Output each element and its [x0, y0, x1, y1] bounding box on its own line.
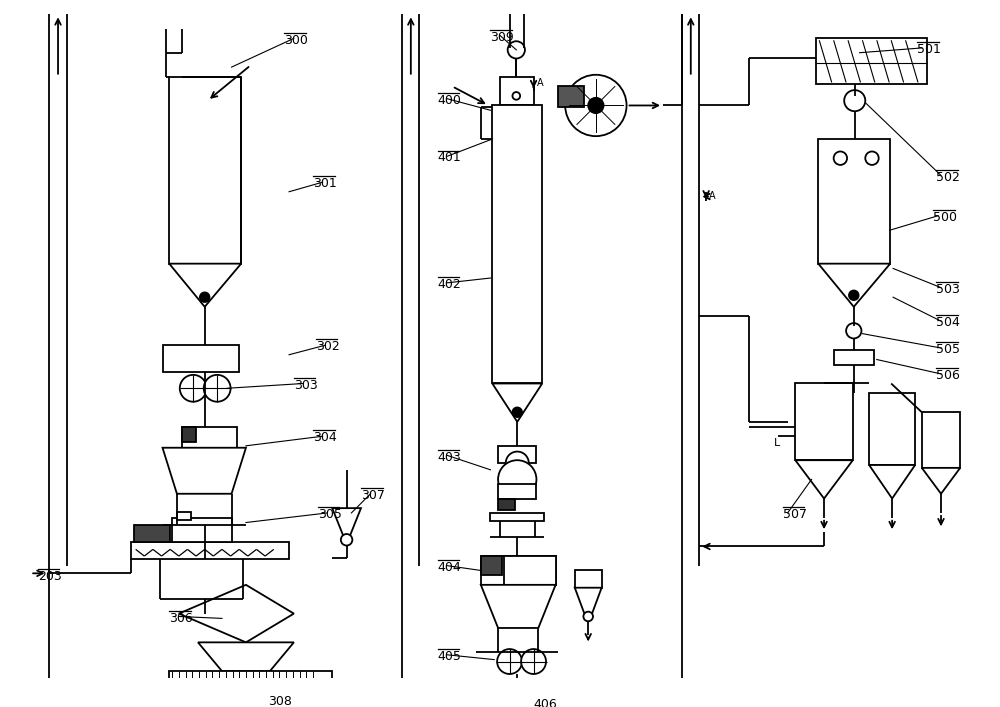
- Text: 505: 505: [936, 343, 960, 356]
- Text: 304: 304: [313, 431, 337, 445]
- Circle shape: [849, 291, 859, 300]
- Text: 503: 503: [936, 283, 960, 296]
- Circle shape: [865, 151, 879, 165]
- Text: 307: 307: [361, 489, 385, 502]
- Circle shape: [341, 534, 352, 546]
- Polygon shape: [575, 588, 602, 614]
- Text: 203: 203: [38, 571, 62, 583]
- Bar: [182, 426, 196, 442]
- Bar: [163, 345, 239, 372]
- Bar: [816, 38, 927, 84]
- Text: L: L: [774, 438, 780, 448]
- Circle shape: [497, 649, 522, 674]
- Bar: [500, 76, 534, 105]
- Text: 506: 506: [936, 369, 960, 382]
- Polygon shape: [163, 448, 246, 493]
- Polygon shape: [198, 643, 294, 671]
- Text: 507: 507: [783, 508, 807, 521]
- Text: 300: 300: [284, 33, 308, 47]
- Bar: [834, 350, 874, 366]
- Circle shape: [180, 375, 207, 402]
- Text: 400: 400: [438, 94, 462, 107]
- Polygon shape: [818, 264, 890, 307]
- Circle shape: [521, 649, 546, 674]
- Bar: [134, 525, 170, 542]
- Text: 402: 402: [438, 278, 461, 291]
- Bar: [131, 542, 289, 559]
- Bar: [182, 426, 237, 448]
- Bar: [498, 484, 536, 498]
- Bar: [492, 105, 542, 383]
- Bar: [869, 393, 915, 465]
- Circle shape: [588, 98, 604, 113]
- Bar: [490, 513, 544, 520]
- Text: 405: 405: [438, 650, 462, 663]
- Circle shape: [512, 407, 522, 417]
- Polygon shape: [795, 460, 853, 498]
- Circle shape: [498, 460, 536, 498]
- Circle shape: [844, 90, 865, 111]
- Circle shape: [565, 75, 627, 136]
- Bar: [922, 412, 960, 468]
- Text: 403: 403: [438, 450, 461, 464]
- Text: 502: 502: [936, 170, 960, 184]
- Bar: [498, 498, 515, 510]
- Text: 309: 309: [490, 30, 514, 44]
- Polygon shape: [922, 468, 960, 493]
- Text: A: A: [709, 192, 716, 201]
- Text: 302: 302: [316, 340, 340, 354]
- Bar: [504, 556, 556, 585]
- Circle shape: [846, 323, 861, 339]
- Circle shape: [583, 612, 593, 621]
- Circle shape: [204, 375, 231, 402]
- Text: 500: 500: [933, 211, 957, 224]
- Text: 401: 401: [438, 151, 461, 165]
- Bar: [818, 139, 890, 264]
- Bar: [575, 571, 602, 588]
- Bar: [498, 446, 536, 463]
- Polygon shape: [492, 383, 542, 422]
- Polygon shape: [332, 508, 361, 537]
- Circle shape: [834, 151, 847, 165]
- Circle shape: [506, 452, 529, 474]
- Text: 504: 504: [936, 317, 960, 329]
- Bar: [481, 556, 556, 585]
- Polygon shape: [169, 264, 241, 307]
- Text: 301: 301: [313, 177, 337, 190]
- Bar: [169, 76, 241, 264]
- Polygon shape: [481, 585, 556, 628]
- Circle shape: [512, 92, 520, 100]
- Text: A: A: [536, 78, 543, 88]
- Text: 308: 308: [268, 695, 292, 707]
- Text: 306: 306: [169, 612, 193, 625]
- Text: 406: 406: [534, 698, 557, 707]
- Bar: [177, 512, 191, 520]
- Bar: [795, 383, 853, 460]
- Text: 404: 404: [438, 561, 461, 574]
- Text: 305: 305: [318, 508, 342, 521]
- Polygon shape: [869, 465, 915, 498]
- Bar: [558, 86, 584, 107]
- Circle shape: [508, 41, 525, 59]
- Bar: [172, 518, 232, 542]
- Polygon shape: [179, 585, 294, 643]
- Bar: [169, 671, 332, 683]
- Bar: [481, 556, 502, 575]
- Text: 501: 501: [917, 43, 941, 56]
- Text: 303: 303: [294, 379, 318, 392]
- Circle shape: [200, 293, 210, 302]
